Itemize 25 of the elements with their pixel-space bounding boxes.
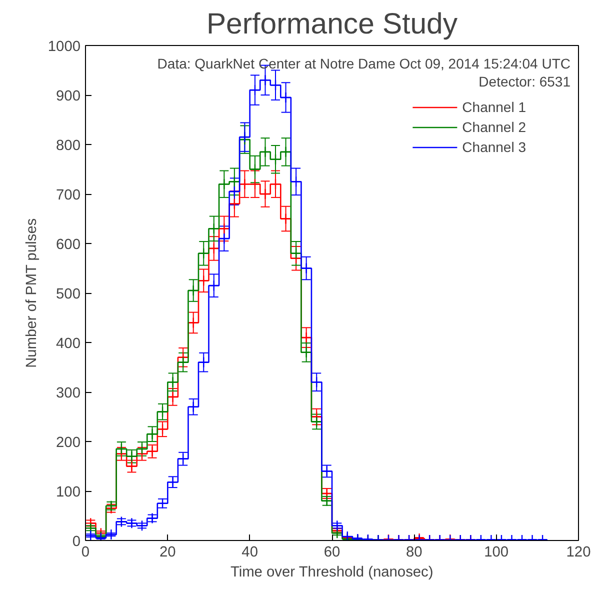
y-tick-label: 1000 [48,39,81,55]
annotation: Detector: 6531 [478,74,571,90]
y-tick-label: 0 [72,534,81,550]
y-tick-label: 500 [56,286,81,302]
chart-title: Performance Study [206,8,458,40]
x-tick-label: 20 [160,544,176,560]
x-tick-label: 80 [406,544,422,560]
y-tick-label: 800 [56,138,81,154]
x-tick-label: 60 [324,544,340,560]
y-tick-label: 300 [56,386,81,402]
annotation: Data: QuarkNet Center at Notre Dame Oct 09, 2014 15:24:04 UTC [157,56,571,72]
y-tick-label: 900 [56,88,81,104]
y-tick-label: 200 [56,435,81,451]
y-tick-label: 100 [56,484,81,500]
y-tick-label: 600 [56,237,81,253]
legend-label: Channel 2 [462,119,526,135]
legend-label: Channel 1 [462,99,526,115]
y-tick-label: 400 [56,336,81,352]
y-axis-title: Number of PMT pulses [24,218,40,368]
x-tick-label: 120 [566,544,591,560]
x-axis-title: Time over Threshold (nanosec) [230,564,434,580]
y-tick-label: 700 [56,188,81,204]
x-tick-label: 100 [484,544,509,560]
legend-label: Channel 3 [462,139,526,155]
x-tick-label: 40 [242,544,258,560]
